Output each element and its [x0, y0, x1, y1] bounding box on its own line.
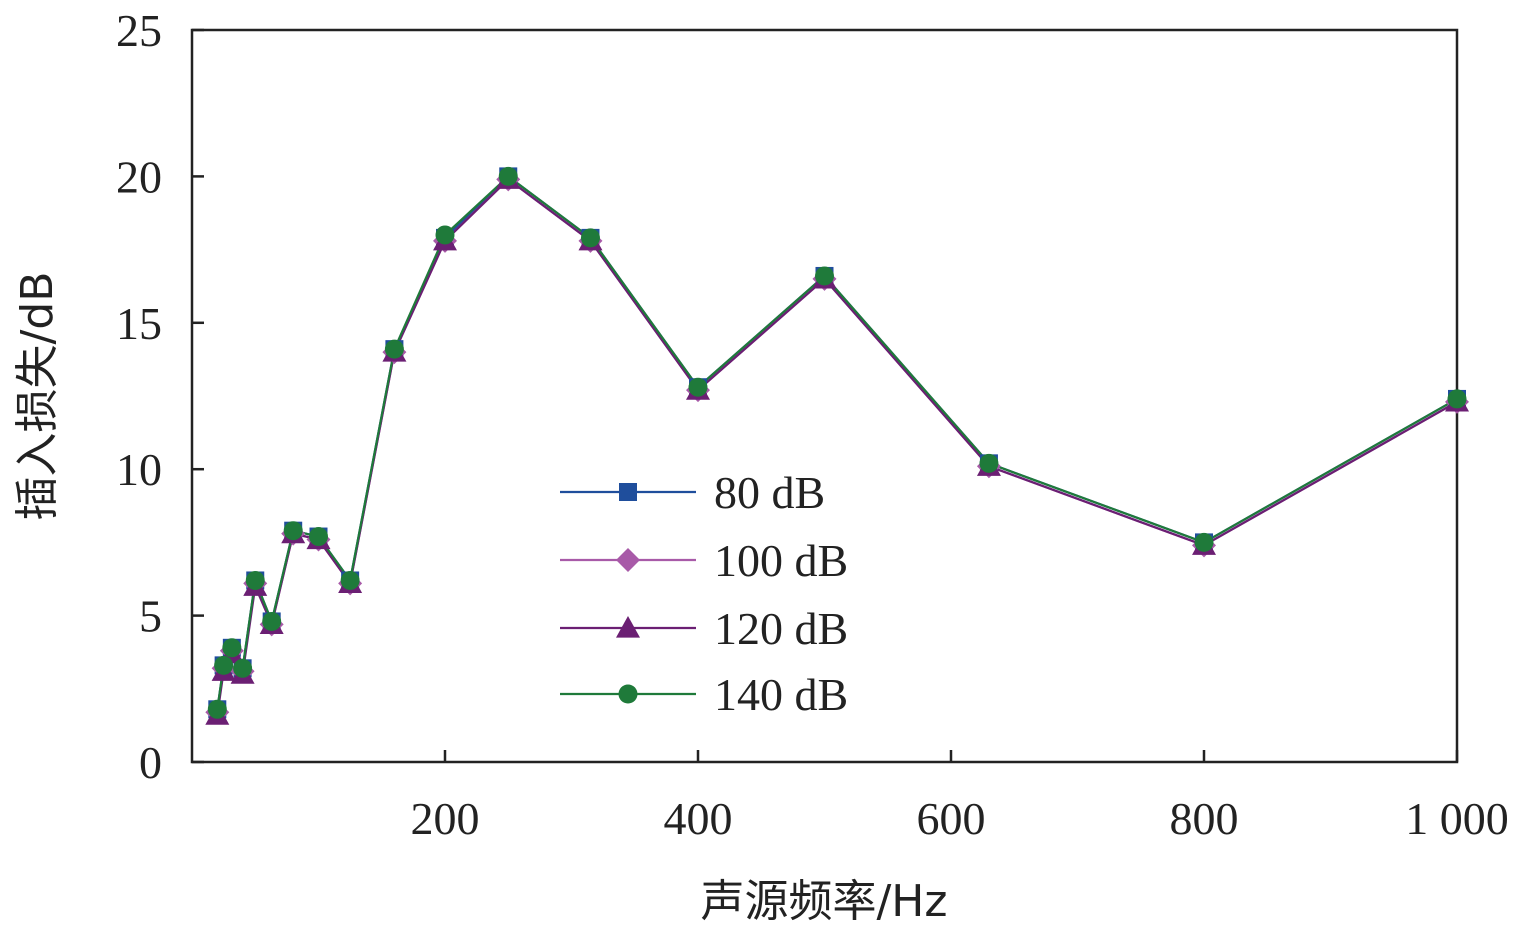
legend-marker	[618, 684, 638, 704]
legend: 80 dB 100 dB 120 dB 140 dB	[560, 467, 848, 720]
data-point-series-4	[384, 339, 404, 359]
x-tick-label: 400	[664, 793, 733, 844]
data-point-series-4	[309, 527, 328, 547]
data-point-series-4	[283, 521, 303, 541]
data-point-series-4	[214, 655, 234, 675]
series-markers	[205, 166, 1469, 725]
y-tick-label: 25	[116, 5, 162, 56]
y-tick-label: 20	[116, 151, 162, 202]
x-axis-ticks: 200 400 600 800 1 000	[411, 750, 1509, 844]
x-tick-label: 1 000	[1405, 793, 1509, 844]
data-point-series-4	[498, 166, 518, 186]
data-point-series-4	[979, 453, 999, 473]
y-tick-label: 10	[116, 444, 162, 495]
legend-label: 80 dB	[714, 467, 825, 518]
legend-marker	[616, 548, 640, 572]
data-point-series-4	[262, 611, 282, 631]
data-point-series-4	[1194, 532, 1214, 552]
data-point-series-4	[245, 570, 265, 590]
legend-label: 100 dB	[714, 535, 848, 586]
data-point-series-4	[233, 658, 253, 678]
data-point-series-4	[435, 225, 455, 245]
x-tick-label: 600	[917, 793, 986, 844]
legend-label: 140 dB	[714, 669, 848, 720]
y-axis-ticks: 0 5 10 15 20 25	[116, 5, 204, 788]
y-tick-label: 0	[139, 737, 162, 788]
legend-marker	[616, 616, 640, 638]
data-point-series-4	[688, 377, 708, 397]
y-tick-label: 5	[139, 591, 162, 642]
data-point-series-4	[222, 638, 242, 658]
x-axis-title: 声源频率/Hz	[700, 876, 947, 927]
legend-label: 120 dB	[714, 603, 848, 654]
data-point-series-4	[207, 699, 227, 719]
data-point-series-4	[580, 228, 600, 248]
x-tick-label: 800	[1170, 793, 1239, 844]
legend-marker	[619, 483, 637, 501]
y-tick-label: 15	[116, 298, 162, 349]
data-point-series-4	[340, 570, 360, 590]
y-axis-title: 插入损失/dB	[12, 272, 63, 521]
data-point-series-4	[1447, 389, 1467, 409]
data-point-series-4	[815, 266, 834, 286]
x-tick-label: 200	[411, 793, 480, 844]
